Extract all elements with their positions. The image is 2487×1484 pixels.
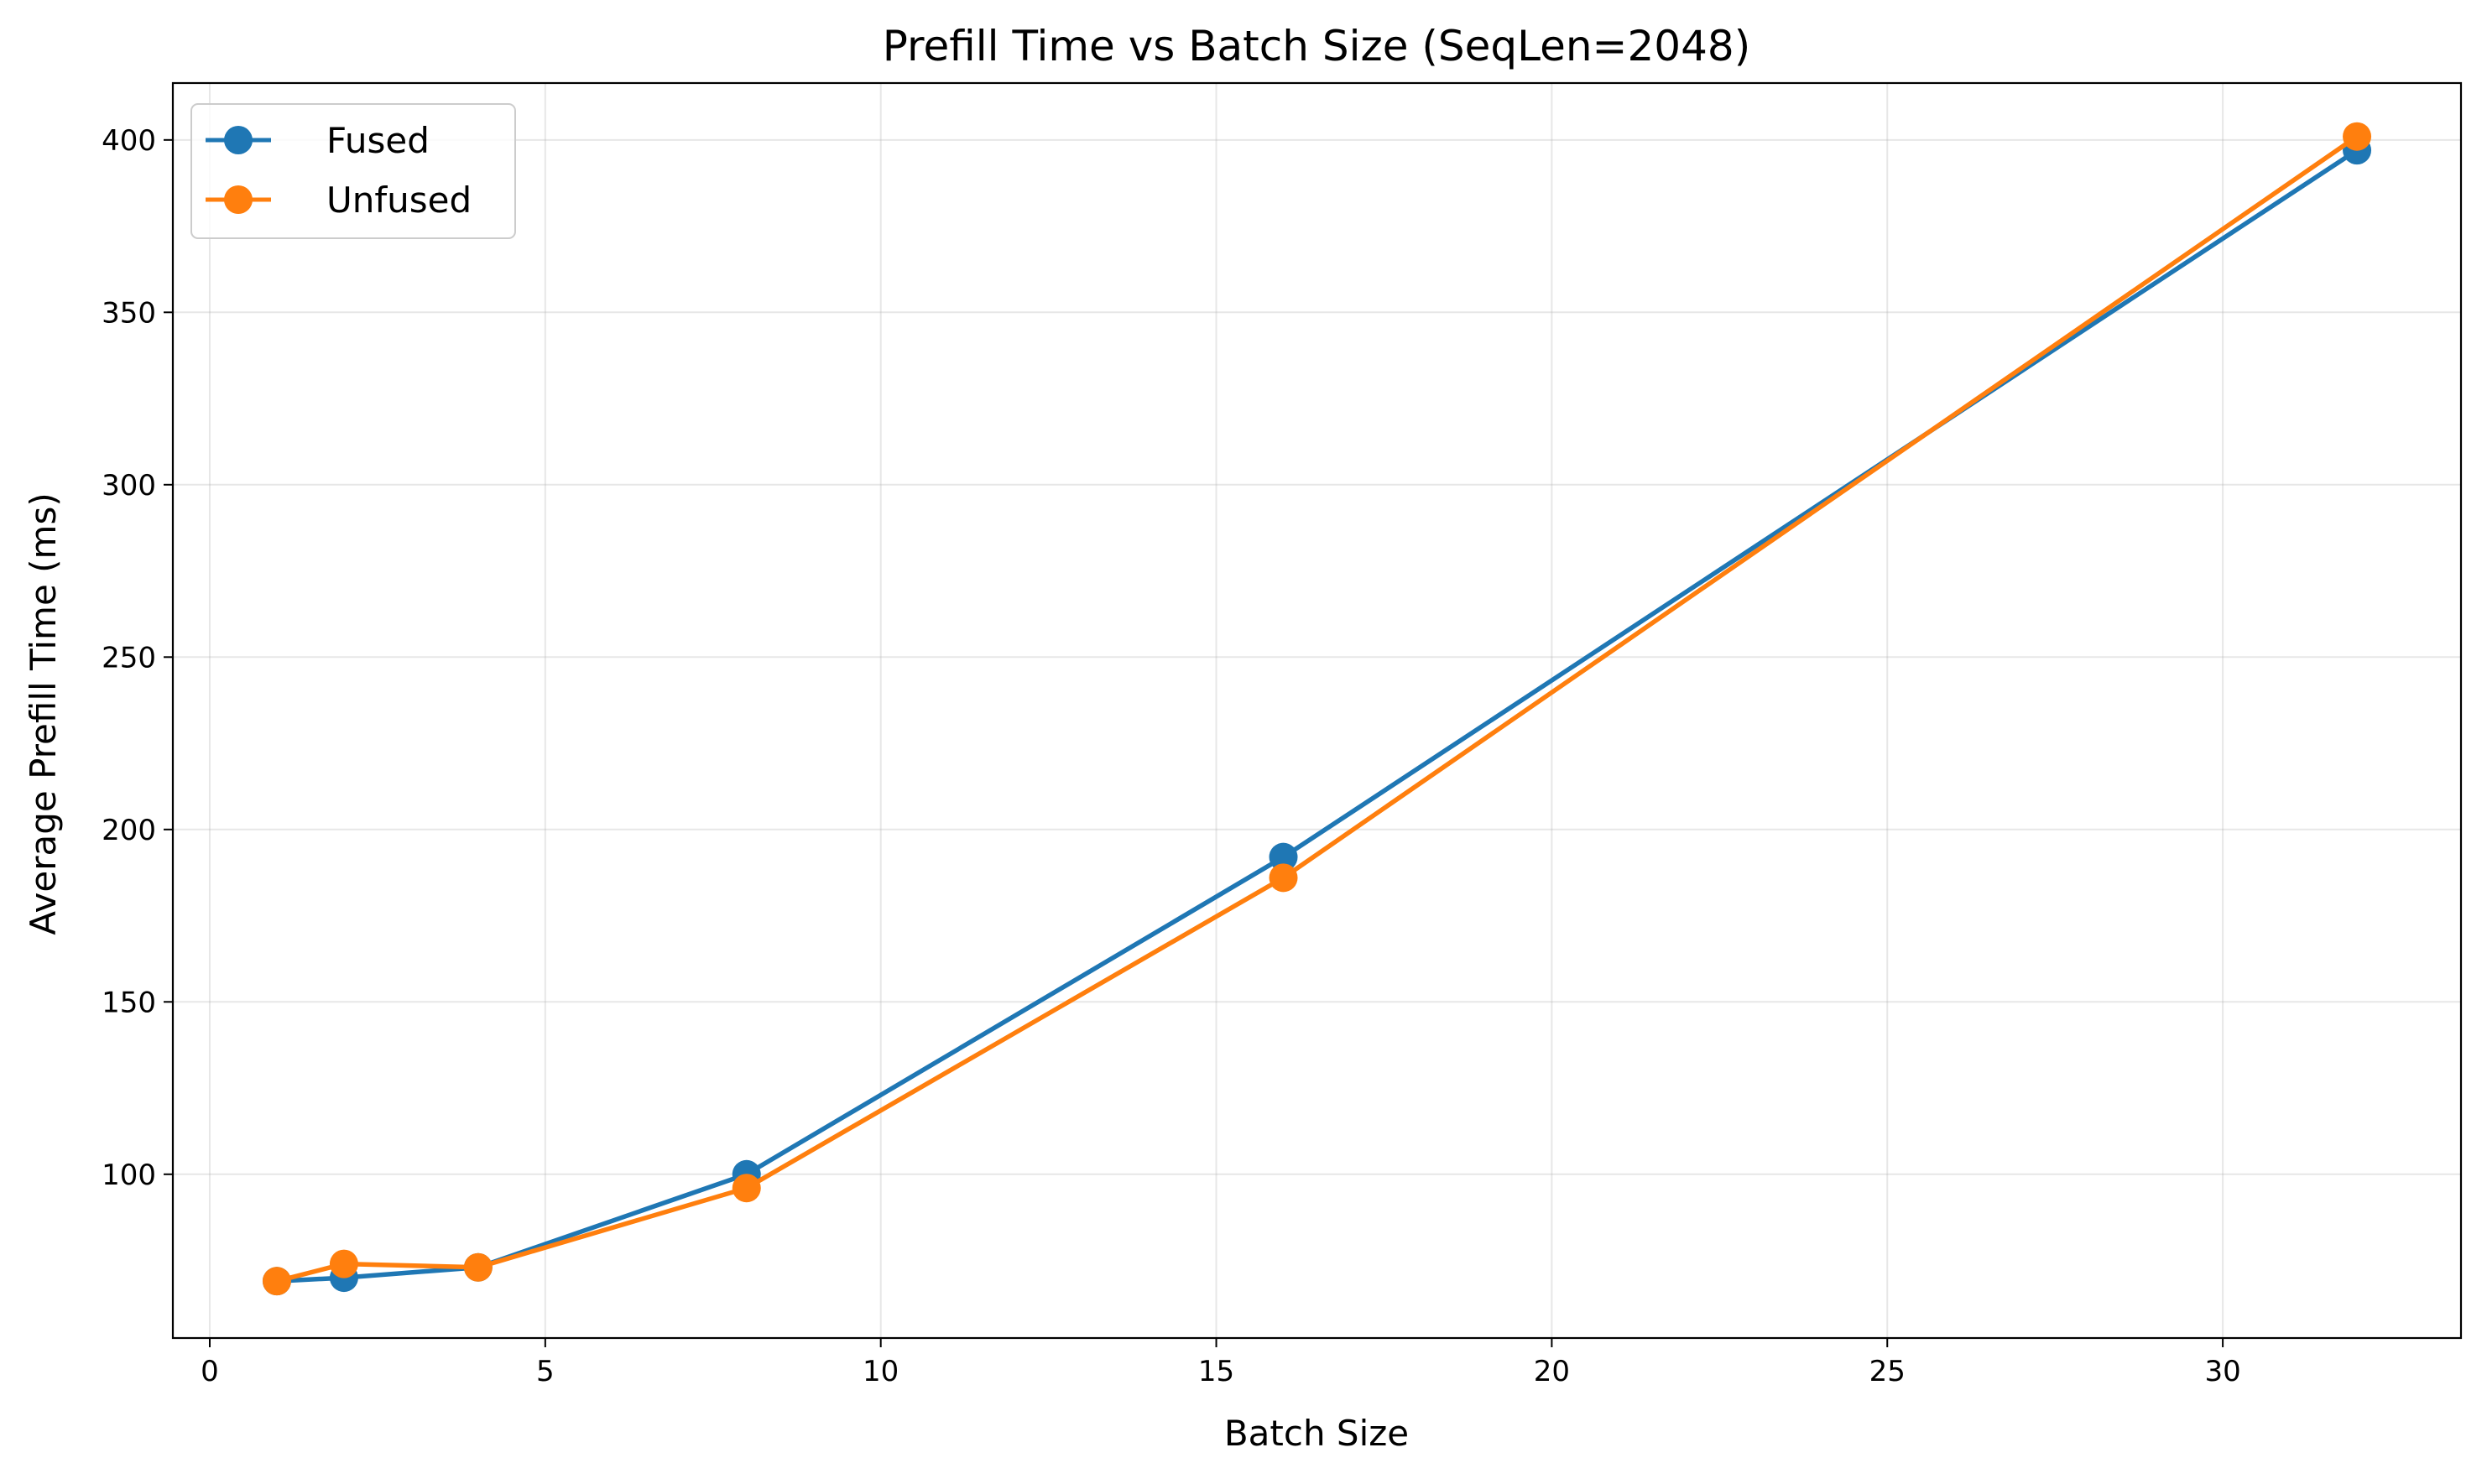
- data-point-unfused: [329, 1249, 358, 1278]
- x-tick-label: 10: [863, 1355, 899, 1388]
- y-axis-title: Average Prefill Time (ms): [23, 492, 64, 935]
- x-tick-label: 30: [2204, 1355, 2240, 1388]
- y-tick-label: 200: [102, 814, 156, 847]
- data-point-unfused: [2343, 122, 2372, 151]
- data-point-unfused: [262, 1267, 291, 1296]
- legend-marker-unfused: [224, 185, 253, 214]
- x-tick-label: 20: [1534, 1355, 1570, 1388]
- grid-lines: [173, 83, 2461, 1338]
- x-axis-title: Batch Size: [1224, 1413, 1409, 1454]
- series-line-fused: [274, 148, 2359, 1284]
- x-tick-label: 15: [1198, 1355, 1234, 1388]
- legend: Fused Unfused: [190, 103, 516, 239]
- y-tick-label: 300: [102, 469, 156, 502]
- legend-label-fused: Fused: [326, 120, 430, 161]
- y-tick-label: 250: [102, 641, 156, 674]
- y-tick-label: 150: [102, 986, 156, 1019]
- plot-frame: [171, 81, 2463, 1340]
- data-point-fused: [1269, 842, 1298, 872]
- x-tick-label: 5: [536, 1355, 555, 1388]
- data-point-unfused: [732, 1174, 761, 1203]
- legend-marker-fused: [224, 126, 253, 154]
- legend-box: [190, 103, 516, 239]
- y-tick-label: 100: [102, 1159, 156, 1192]
- data-point-unfused: [1269, 863, 1298, 893]
- legend-label-unfused: Unfused: [326, 180, 472, 221]
- axis-ticks: 0 5 10 15 20 25 30 100 150 200 250 300 350 400: [102, 124, 2241, 1388]
- x-tick-label: 0: [201, 1355, 219, 1388]
- y-tick-label: 350: [102, 296, 156, 330]
- y-tick-label: 400: [102, 124, 156, 158]
- x-tick-label: 25: [1869, 1355, 1906, 1388]
- series-line-unfused: [274, 133, 2359, 1284]
- data-point-unfused: [463, 1252, 493, 1282]
- series-group: [262, 122, 2372, 1296]
- chart-title: Prefill Time vs Batch Size (SeqLen=2048): [883, 22, 1750, 70]
